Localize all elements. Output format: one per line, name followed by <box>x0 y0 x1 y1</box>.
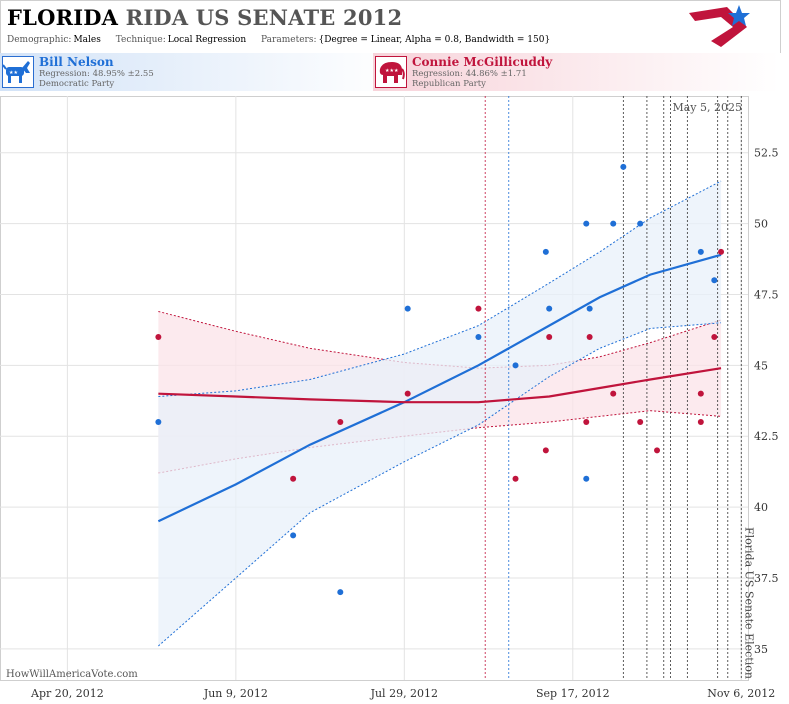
rep-poll-point <box>155 333 162 340</box>
rep-candidate-name: Connie McGillicuddy <box>412 55 553 69</box>
dem-regression: Regression: 48.95% ±2.55 <box>39 69 154 79</box>
dem-poll-point <box>475 333 482 340</box>
rep-poll-point <box>637 419 644 426</box>
y-tick-label: 50 <box>754 218 768 231</box>
y-tick-label: 37.5 <box>754 572 779 585</box>
x-tick-label: Sep 17, 2012 <box>536 687 610 700</box>
rep-poll-point <box>711 333 718 340</box>
rep-poll-point <box>697 419 704 426</box>
rep-poll-point <box>697 390 704 397</box>
parameters-line: Demographic: Males Technique: Local Regres… <box>7 35 562 45</box>
dem-poll-point <box>512 362 519 369</box>
y-tick-label: 42.5 <box>754 430 779 443</box>
dem-confidence-band <box>158 181 722 646</box>
dem-regression-line <box>157 253 722 523</box>
title-state: FLORIDA <box>7 5 119 30</box>
rep-party: Republican Party <box>412 79 486 89</box>
rep-poll-point <box>404 390 411 397</box>
x-tick-label: Apr 20, 2012 <box>30 687 104 700</box>
dem-poll-point <box>542 248 549 255</box>
dem-poll-point <box>637 220 644 227</box>
y-tick-label: 45 <box>754 359 768 372</box>
dem-poll-point <box>337 589 344 596</box>
election-label: Florida US Senate Election <box>742 527 755 679</box>
flag-star-logo-icon <box>689 5 750 47</box>
svg-text:★★: ★★ <box>9 70 18 76</box>
meta-key-demographic: Demographic: <box>7 35 72 45</box>
y-tick-label: 40 <box>754 501 768 514</box>
x-tick-label: Jun 9, 2012 <box>203 687 268 700</box>
rep-poll-point <box>337 419 344 426</box>
y-tick-label: 52.5 <box>754 147 779 160</box>
dem-poll-point <box>546 305 553 312</box>
candidate-panel-dem: ★★ Bill Nelson Regression: 48.95% ±2.55 … <box>0 53 394 91</box>
dem-poll-point <box>290 532 297 539</box>
y-tick-label: 47.5 <box>754 288 779 301</box>
elephant-icon: ★★★ <box>375 56 407 88</box>
chart-title: FLORIDA RIDA US SENATE 2012 <box>7 5 402 30</box>
meta-key-technique: Technique: <box>115 35 166 45</box>
dem-poll-point <box>583 220 590 227</box>
meta-key-parameters: Parameters: <box>261 35 317 45</box>
dem-poll-point <box>586 305 593 312</box>
rep-poll-point <box>654 447 661 454</box>
x-tick-label: Nov 6, 2012 <box>707 687 775 700</box>
rep-poll-point <box>546 333 553 340</box>
rep-poll-point <box>512 475 519 482</box>
dem-poll-point <box>697 248 704 255</box>
rep-poll-point <box>475 305 482 312</box>
dem-party: Democratic Party <box>39 79 115 89</box>
rep-poll-point <box>290 475 297 482</box>
meta-value-technique: Local Regression <box>167 35 247 45</box>
dem-band-lower <box>158 322 722 647</box>
rep-regression-line <box>158 367 722 404</box>
donkey-icon: ★★ <box>2 56 34 88</box>
meta-value-parameters: {Degree = Linear, Alpha = 0.8, Bandwidth… <box>318 35 551 45</box>
rep-poll-point <box>718 248 725 255</box>
dem-poll-point <box>583 475 590 482</box>
date-stamp: May 5, 2025 <box>672 101 742 114</box>
watermark: HowWillAmericaVote.com <box>6 669 138 680</box>
dem-poll-point <box>610 220 617 227</box>
rep-poll-point <box>542 447 549 454</box>
dem-poll-point <box>404 305 411 312</box>
title-race: RIDA US SENATE 2012 <box>125 5 403 30</box>
dem-poll-point <box>620 163 627 170</box>
dem-band-upper <box>158 180 722 398</box>
rep-poll-point <box>586 333 593 340</box>
candidate-panel-rep: ★★★ Connie McGillicuddy Regression: 44.8… <box>373 53 779 91</box>
rep-regression: Regression: 44.86% ±1.71 <box>412 69 527 79</box>
dem-poll-point <box>711 277 718 284</box>
dem-candidate-name: Bill Nelson <box>39 55 114 69</box>
rep-poll-point <box>583 419 590 426</box>
chart-header: FLORIDA RIDA US SENATE 2012 Demographic:… <box>0 0 781 53</box>
dem-poll-point <box>155 419 162 426</box>
x-tick-label: Jul 29, 2012 <box>370 687 439 700</box>
meta-value-demographic: Males <box>73 35 101 45</box>
rep-poll-point <box>610 390 617 397</box>
svg-text:★★★: ★★★ <box>385 68 399 74</box>
y-tick-label: 35 <box>754 643 768 656</box>
